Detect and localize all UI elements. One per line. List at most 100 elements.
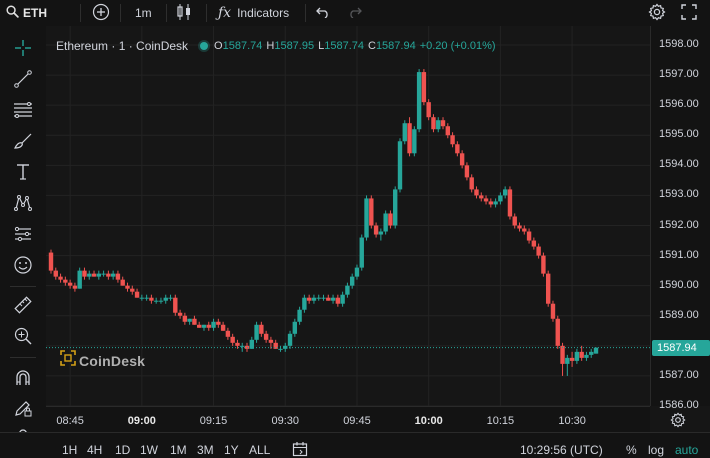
log-scale-toggle[interactable]: log: [648, 443, 665, 457]
candle[interactable]: [201, 324, 207, 331]
candle[interactable]: [507, 186, 513, 220]
candle[interactable]: [531, 237, 537, 250]
candle[interactable]: [517, 222, 522, 232]
candle[interactable]: [335, 294, 341, 307]
auto-scale-toggle[interactable]: auto: [675, 443, 699, 457]
candle[interactable]: [230, 333, 235, 346]
market-status-dot[interactable]: [200, 42, 209, 50]
settings-button[interactable]: [648, 0, 666, 26]
candle[interactable]: [498, 192, 503, 205]
magnet-tool[interactable]: [10, 367, 36, 393]
chart-pane[interactable]: Ethereum · 1 · CoinDesk O 1587.74 H 1587…: [46, 26, 710, 432]
range-button-1d[interactable]: 1D: [115, 443, 131, 457]
candle[interactable]: [397, 138, 403, 193]
candle[interactable]: [354, 264, 360, 280]
candle[interactable]: [115, 270, 121, 283]
candle[interactable]: [302, 294, 307, 313]
candle[interactable]: [550, 300, 556, 322]
candle[interactable]: [168, 294, 173, 301]
candle[interactable]: [545, 270, 551, 307]
range-button-1h[interactable]: 1H: [62, 443, 78, 457]
time-scale[interactable]: 08:45 09:00 09:15 09:30 09:45 10:00 10:15 10:30: [46, 406, 650, 432]
candle[interactable]: [82, 267, 87, 280]
candle[interactable]: [373, 222, 379, 238]
candle[interactable]: [63, 276, 68, 286]
pattern-tool[interactable]: [10, 192, 36, 218]
candle[interactable]: [297, 306, 302, 325]
candle[interactable]: [158, 297, 164, 304]
candle[interactable]: [153, 297, 159, 304]
candle[interactable]: [225, 327, 231, 340]
candle[interactable]: [220, 321, 226, 331]
candle[interactable]: [72, 282, 78, 292]
candle[interactable]: [459, 150, 465, 169]
candle[interactable]: [436, 117, 441, 133]
candle[interactable]: [383, 210, 388, 235]
crosshair-tool[interactable]: [10, 37, 36, 63]
candle[interactable]: [254, 321, 259, 343]
candle[interactable]: [87, 270, 92, 280]
candle[interactable]: [431, 114, 436, 133]
candle[interactable]: [445, 123, 450, 139]
candle[interactable]: [58, 273, 63, 283]
candle[interactable]: [177, 309, 183, 319]
candle[interactable]: [474, 186, 479, 199]
candle[interactable]: [283, 342, 288, 352]
candle[interactable]: [407, 117, 412, 157]
candle[interactable]: [455, 141, 460, 157]
candle[interactable]: [469, 174, 474, 193]
candle[interactable]: [278, 345, 283, 352]
candle[interactable]: [464, 162, 470, 181]
candle[interactable]: [91, 270, 97, 277]
candle[interactable]: [541, 252, 546, 277]
fib-tool[interactable]: [10, 99, 36, 125]
candle[interactable]: [316, 294, 321, 301]
candle[interactable]: [536, 243, 541, 259]
candle[interactable]: [96, 270, 102, 280]
candle[interactable]: [173, 294, 178, 316]
interval-button[interactable]: 1m: [135, 6, 152, 20]
candle[interactable]: [579, 345, 584, 361]
candle[interactable]: [311, 294, 317, 304]
candle[interactable]: [488, 198, 494, 208]
candle[interactable]: [163, 294, 168, 304]
candle[interactable]: [106, 270, 111, 280]
candle[interactable]: [421, 69, 427, 106]
candle[interactable]: [589, 348, 594, 358]
trend-line-tool[interactable]: [10, 68, 36, 94]
candle[interactable]: [187, 318, 192, 325]
candle[interactable]: [393, 186, 398, 229]
candle[interactable]: [287, 330, 293, 349]
candle[interactable]: [340, 291, 345, 307]
range-button-all[interactable]: ALL: [249, 443, 271, 457]
candle[interactable]: [345, 282, 350, 298]
candle[interactable]: [292, 318, 298, 337]
range-button-4h[interactable]: 4H: [87, 443, 103, 457]
candle[interactable]: [388, 210, 393, 229]
candle[interactable]: [593, 347, 599, 354]
candle[interactable]: [53, 267, 58, 280]
symbol-search[interactable]: ETH: [6, 0, 47, 26]
candle[interactable]: [416, 69, 422, 133]
redo-button[interactable]: [348, 0, 362, 26]
candle[interactable]: [522, 225, 527, 235]
candle[interactable]: [402, 120, 407, 145]
candle[interactable]: [560, 342, 565, 376]
candle[interactable]: [565, 354, 570, 376]
lock-drawing-tool[interactable]: [10, 397, 36, 423]
candle[interactable]: [216, 318, 221, 328]
candle[interactable]: [259, 321, 264, 337]
candle[interactable]: [369, 195, 374, 229]
candle[interactable]: [426, 99, 431, 121]
candle[interactable]: [149, 294, 154, 304]
candle[interactable]: [235, 339, 240, 349]
price-scale[interactable]: 1586.001587.001588.001589.001590.001591.…: [650, 26, 710, 411]
candle[interactable]: [502, 186, 508, 199]
candle[interactable]: [110, 270, 116, 280]
candle[interactable]: [412, 126, 417, 157]
range-button-3m[interactable]: 3M: [197, 443, 214, 457]
candle[interactable]: [125, 282, 130, 292]
candle[interactable]: [206, 321, 211, 331]
candle[interactable]: [144, 294, 149, 301]
compare-symbol-button[interactable]: [92, 0, 110, 26]
